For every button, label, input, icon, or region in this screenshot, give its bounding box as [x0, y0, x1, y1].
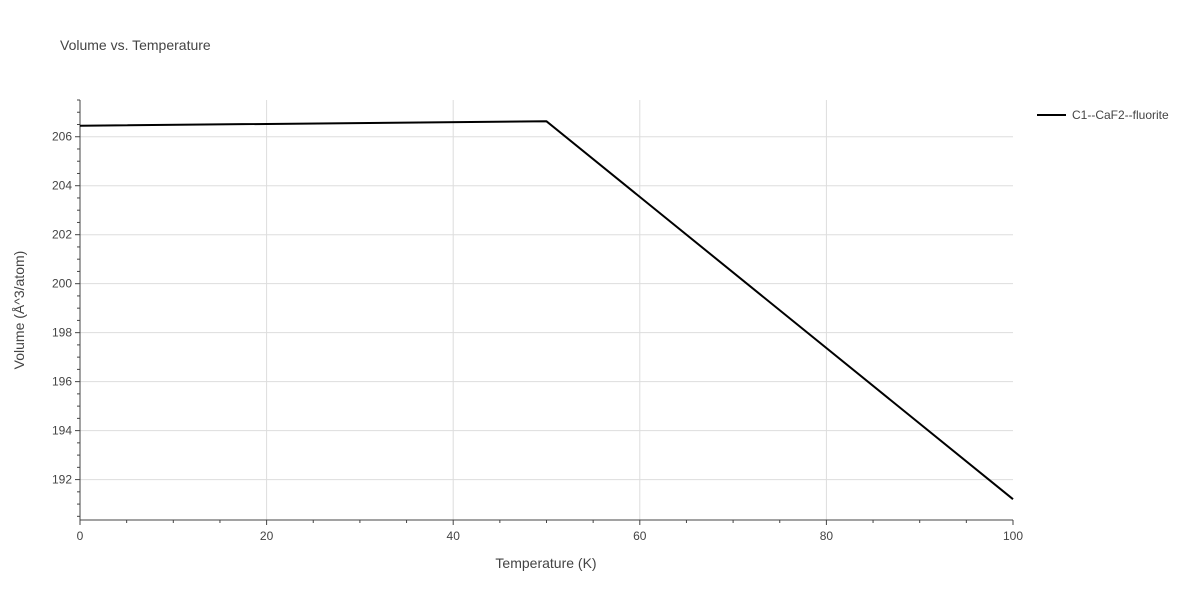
y-axis-title: Volume (Å^3/atom) — [11, 251, 27, 370]
y-tick-label: 202 — [52, 228, 72, 242]
legend[interactable]: C1--CaF2--fluorite — [1037, 108, 1169, 122]
y-tick-label: 198 — [52, 326, 72, 340]
y-tick-label: 192 — [52, 473, 72, 487]
x-tick-label: 100 — [1003, 529, 1023, 543]
y-axis-ticks: 192 194 196 198 200 202 204 206 — [52, 99, 80, 517]
x-tick-label: 80 — [820, 529, 834, 543]
axes — [79, 100, 1013, 521]
y-tick-label: 200 — [52, 277, 72, 291]
series-line — [79, 120, 1014, 500]
y-tick-label: 204 — [52, 179, 72, 193]
x-tick-label: 0 — [77, 529, 84, 543]
chart-title: Volume vs. Temperature — [60, 37, 211, 53]
y-tick-label: 206 — [52, 130, 72, 144]
y-tick-label: 194 — [52, 424, 72, 438]
legend-label: C1--CaF2--fluorite — [1072, 108, 1169, 122]
x-axis-title: Temperature (K) — [495, 555, 596, 571]
x-tick-label: 60 — [633, 529, 647, 543]
x-axis-ticks: 0 20 40 60 80 100 — [77, 520, 1023, 543]
y-tick-label: 196 — [52, 375, 72, 389]
y-gridlines — [80, 136, 1013, 481]
x-tick-label: 20 — [260, 529, 274, 543]
series-layer — [79, 120, 1014, 500]
x-tick-label: 40 — [447, 529, 461, 543]
x-gridlines — [266, 100, 827, 520]
